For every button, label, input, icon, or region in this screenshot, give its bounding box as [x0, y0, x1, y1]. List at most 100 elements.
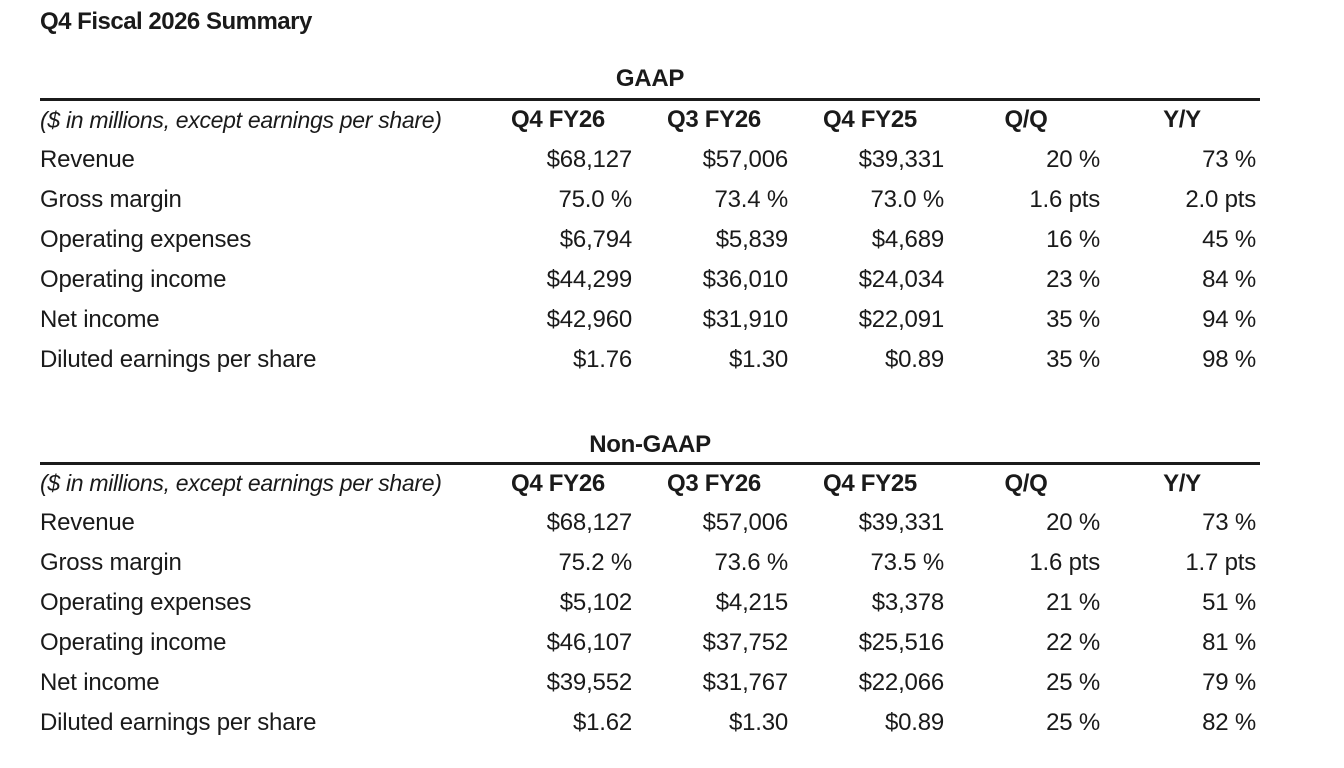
row-value: 1.6 pts	[1029, 185, 1100, 213]
page-title: Q4 Fiscal 2026 Summary	[40, 8, 312, 35]
row-label: Diluted earnings per share	[40, 345, 317, 373]
row-value: 21 %	[1046, 589, 1100, 616]
row-label: Net income	[40, 669, 160, 696]
row-value: 84 %	[1202, 265, 1256, 293]
table-row: Operating expenses $5,102 $4,215 $3,378 21 %…	[40, 583, 1260, 623]
row-value: $4,215	[715, 589, 788, 616]
row-value: $6,794	[559, 225, 632, 253]
table-row: Net income $42,960 $31,910 $22,091 35 % 94 %	[40, 300, 1260, 340]
row-value: 35 %	[1046, 305, 1100, 333]
row-value: 94 %	[1202, 305, 1256, 333]
row-value: 75.2 %	[558, 549, 632, 576]
row-value: 75.0 %	[558, 185, 632, 213]
column-header: Q4 FY25	[823, 106, 917, 134]
table-row: Diluted earnings per share $1.62 $1.30 $0.8…	[40, 703, 1260, 743]
table-row: Revenue $68,127 $57,006 $39,331 20 % 73 %	[40, 503, 1260, 543]
row-value: 1.7 pts	[1185, 549, 1256, 576]
row-value: 2.0 pts	[1185, 185, 1256, 213]
column-header: Y/Y	[1163, 469, 1201, 497]
column-header: Q4 FY25	[823, 469, 917, 497]
table-title: GAAP	[615, 65, 685, 92]
row-value: $31,767	[702, 669, 789, 696]
row-label: Diluted earnings per share	[40, 709, 317, 736]
table-title: Non-GAAP	[589, 430, 711, 458]
table-header-row: ($ in millions, except earnings per shar…	[40, 100, 1260, 140]
row-value: $57,006	[702, 509, 789, 536]
table-row: Gross margin 75.0 % 73.4 % 73.0 % 1.6 pts 2.0…	[40, 180, 1260, 220]
row-value: $3,378	[871, 589, 944, 616]
tables-container: GAAP ($ in millions, except earnings per…	[40, 64, 1260, 743]
row-value: 79 %	[1202, 669, 1256, 696]
row-label: Operating expenses	[40, 589, 252, 616]
row-value: $1.62	[572, 709, 632, 736]
row-value: 73 %	[1202, 509, 1256, 536]
row-value: 20 %	[1046, 509, 1100, 536]
row-value: 98 %	[1202, 345, 1256, 373]
row-value: $1.30	[728, 345, 788, 373]
row-value: $0.89	[884, 345, 944, 373]
row-value: 16 %	[1046, 225, 1100, 253]
row-value: 22 %	[1046, 629, 1100, 656]
row-value: $42,960	[546, 305, 633, 333]
column-header: Q3 FY26	[667, 106, 761, 134]
row-value: 73.5 %	[870, 549, 944, 576]
row-label: Operating income	[40, 265, 227, 293]
row-value: 25 %	[1046, 709, 1100, 736]
row-value: 20 %	[1046, 145, 1100, 173]
row-value: 73.6 %	[714, 549, 788, 576]
row-value: 1.6 pts	[1029, 549, 1100, 576]
unit-note: ($ in millions, except earnings per shar…	[40, 106, 442, 133]
table-row: Net income $39,552 $31,767 $22,066 25 % 79 %	[40, 663, 1260, 703]
column-header: Q/Q	[1004, 106, 1048, 134]
row-value: $5,102	[559, 589, 632, 616]
row-value: 45 %	[1202, 225, 1256, 253]
row-value: $57,006	[702, 145, 789, 173]
row-value: $46,107	[546, 629, 633, 656]
row-value: $25,516	[858, 629, 945, 656]
row-value: $44,299	[546, 265, 633, 293]
row-value: $24,034	[858, 265, 945, 293]
row-value: $1.30	[728, 709, 788, 736]
row-value: $4,689	[871, 225, 944, 253]
row-value: $68,127	[546, 509, 633, 536]
row-label: Gross margin	[40, 185, 182, 213]
row-value: $22,091	[858, 305, 945, 333]
row-value: 23 %	[1046, 265, 1100, 293]
row-value: $68,127	[546, 145, 633, 173]
column-header: Q/Q	[1004, 469, 1048, 497]
table-row: Diluted earnings per share $1.76 $1.30 $0.8…	[40, 340, 1260, 380]
row-value: $0.89	[884, 709, 944, 736]
table-row: Gross margin 75.2 % 73.6 % 73.5 % 1.6 pts 1.7…	[40, 543, 1260, 583]
row-label: Gross margin	[40, 549, 182, 576]
financial-table: ($ in millions, except earnings per shar…	[40, 461, 1260, 744]
row-value: $39,552	[546, 669, 633, 696]
table-section-gaap: GAAP ($ in millions, except earnings per…	[40, 64, 1260, 380]
row-value: 73.4 %	[714, 185, 788, 213]
row-label: Operating income	[40, 629, 227, 656]
table-section-non-gaap: Non-GAAP ($ in millions, except earnings…	[40, 430, 1260, 744]
row-label: Operating expenses	[40, 225, 252, 253]
financial-summary-page: Q4 Fiscal 2026 Summary GAAP ($ in millio…	[40, 8, 1260, 743]
row-value: $1.76	[572, 345, 632, 373]
row-label: Net income	[40, 305, 160, 333]
row-value: $37,752	[702, 629, 789, 656]
row-value: 73 %	[1202, 145, 1256, 173]
row-value: $22,066	[858, 669, 945, 696]
unit-note: ($ in millions, except earnings per shar…	[40, 470, 442, 497]
table-row: Operating income $46,107 $37,752 $25,516 22 …	[40, 623, 1260, 663]
column-header: Q4 FY26	[511, 469, 605, 497]
column-header: Y/Y	[1163, 106, 1201, 134]
row-label: Revenue	[40, 509, 135, 536]
row-value: $39,331	[858, 509, 945, 536]
column-header: Q3 FY26	[667, 469, 761, 497]
table-row: Operating income $44,299 $36,010 $24,034 23 …	[40, 260, 1260, 300]
table-row: Revenue $68,127 $57,006 $39,331 20 % 73 %	[40, 140, 1260, 180]
table-header-row: ($ in millions, except earnings per shar…	[40, 463, 1260, 503]
financial-table: ($ in millions, except earnings per shar…	[40, 98, 1260, 380]
row-value: $36,010	[702, 265, 789, 293]
row-value: 35 %	[1046, 345, 1100, 373]
table-row: Operating expenses $6,794 $5,839 $4,689 16 %…	[40, 220, 1260, 260]
row-value: $5,839	[715, 225, 788, 253]
row-label: Revenue	[40, 145, 135, 173]
row-value: 81 %	[1202, 629, 1256, 656]
